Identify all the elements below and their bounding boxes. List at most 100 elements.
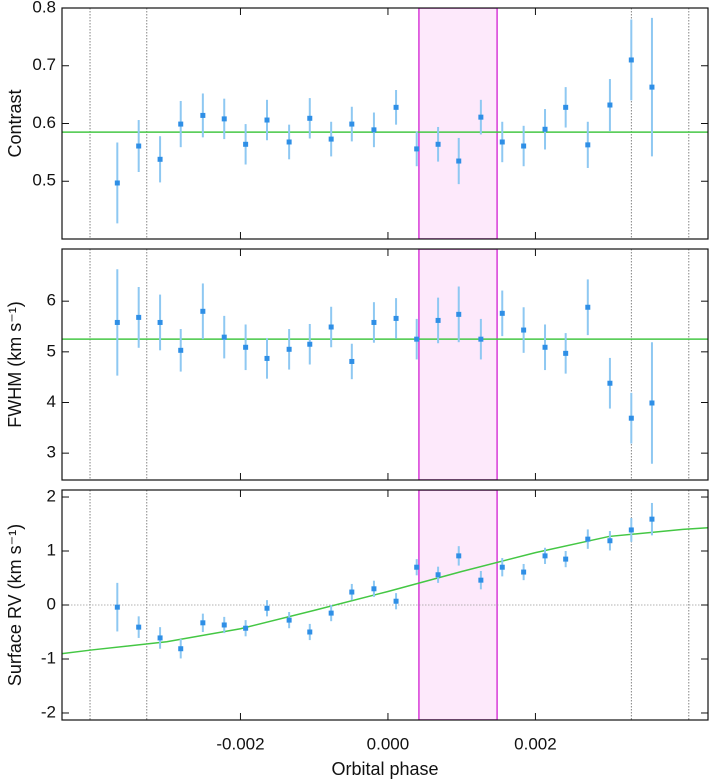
data-point: [649, 400, 655, 406]
data-point: [264, 355, 270, 361]
data-point: [456, 311, 462, 317]
data-point: [563, 104, 569, 110]
data-point: [649, 516, 655, 522]
data-point: [414, 146, 420, 152]
data-point: [435, 572, 441, 578]
data-point: [585, 142, 591, 148]
data-point: [414, 336, 420, 342]
data-point: [136, 314, 142, 320]
y-tick-label: 2: [47, 487, 56, 506]
data-point: [478, 114, 484, 120]
data-point: [114, 319, 120, 325]
y-tick-label: -2: [41, 702, 56, 721]
y-axis-label: Contrast: [5, 89, 25, 157]
y-tick-label: 4: [47, 392, 56, 411]
data-point: [371, 586, 377, 592]
x-axis-label: Orbital phase: [331, 759, 438, 779]
data-point: [393, 104, 399, 110]
data-point: [563, 350, 569, 356]
y-tick-label: 1: [47, 540, 56, 559]
data-point: [264, 605, 270, 611]
data-point: [114, 180, 120, 186]
data-point: [478, 577, 484, 583]
data-point: [628, 57, 634, 63]
y-tick-label: 0.6: [32, 113, 56, 132]
data-point: [200, 308, 206, 314]
data-point: [221, 334, 227, 340]
data-point: [478, 336, 484, 342]
y-tick-label: 3: [47, 443, 56, 462]
plot-area: [62, 249, 708, 480]
data-point: [243, 344, 249, 350]
data-point: [521, 569, 527, 575]
data-point: [628, 415, 634, 421]
data-point: [349, 589, 355, 595]
data-point: [286, 139, 292, 145]
data-point: [328, 610, 334, 616]
data-point: [307, 629, 313, 635]
data-point: [200, 112, 206, 118]
data-point: [200, 620, 206, 626]
data-point: [136, 624, 142, 630]
data-point: [628, 527, 634, 533]
data-point: [286, 346, 292, 352]
data-point: [307, 341, 313, 347]
data-point: [521, 143, 527, 149]
data-point: [499, 564, 505, 570]
data-point: [435, 317, 441, 323]
data-point: [307, 115, 313, 121]
plot-area: [62, 8, 708, 239]
x-tick-label: 0.000: [367, 734, 410, 753]
y-tick-label: 0: [47, 594, 56, 613]
y-tick-label: 0.8: [32, 0, 56, 16]
data-point: [414, 564, 420, 570]
data-point: [499, 139, 505, 145]
data-point: [393, 598, 399, 604]
data-point: [136, 143, 142, 149]
transit-window: [418, 8, 498, 239]
transit-window: [418, 249, 498, 480]
data-point: [499, 310, 505, 316]
data-point: [221, 116, 227, 122]
y-axis-label: Surface RV (km s⁻¹): [5, 524, 25, 686]
data-point: [371, 127, 377, 133]
data-point: [178, 347, 184, 353]
data-point: [542, 344, 548, 350]
data-point: [585, 304, 591, 310]
data-point: [435, 141, 441, 147]
data-point: [157, 156, 163, 162]
data-point: [349, 121, 355, 127]
data-point: [178, 646, 184, 652]
data-point: [456, 553, 462, 559]
data-point: [607, 102, 613, 108]
x-tick-label: -0.002: [216, 734, 264, 753]
y-tick-label: 0.7: [32, 55, 56, 74]
data-point: [585, 536, 591, 542]
data-point: [221, 622, 227, 628]
data-point: [328, 324, 334, 330]
data-point: [114, 604, 120, 610]
plot-area: [62, 490, 708, 720]
model-line: [62, 527, 708, 655]
data-point: [563, 556, 569, 562]
data-point: [157, 319, 163, 325]
data-point: [243, 625, 249, 631]
y-tick-label: 6: [47, 291, 56, 310]
y-axis-label: FWHM (km s⁻¹): [5, 301, 25, 427]
data-point: [178, 121, 184, 127]
y-tick-label: 5: [47, 341, 56, 360]
data-point: [607, 538, 613, 544]
data-point: [542, 126, 548, 132]
data-point: [157, 635, 163, 641]
frame: [61, 7, 709, 240]
data-point: [521, 327, 527, 333]
frame: [61, 248, 709, 481]
data-point: [328, 136, 334, 142]
data-point: [393, 315, 399, 321]
data-point: [264, 117, 270, 123]
data-point: [371, 319, 377, 325]
y-tick-label: 0.5: [32, 171, 56, 190]
data-point: [649, 84, 655, 90]
data-point: [243, 141, 249, 147]
